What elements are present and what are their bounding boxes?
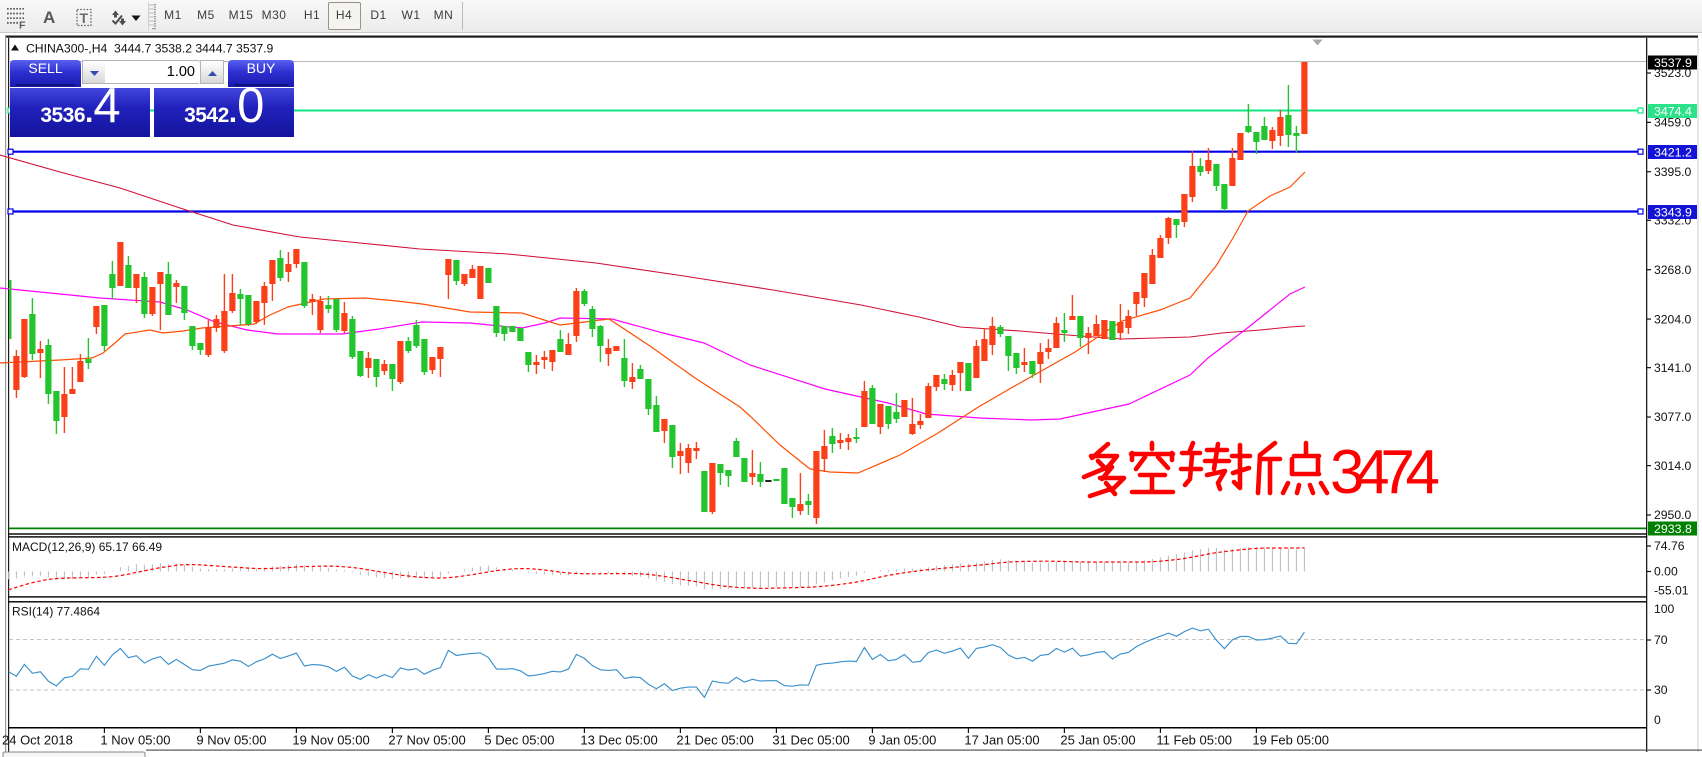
svg-text:3141.0: 3141.0 xyxy=(1654,361,1691,375)
svg-text:2933.8: 2933.8 xyxy=(1654,522,1692,536)
svg-text:5 Dec 05:00: 5 Dec 05:00 xyxy=(484,733,554,748)
svg-text:A: A xyxy=(43,8,55,27)
svg-text:11 Feb 05:00: 11 Feb 05:00 xyxy=(1156,733,1232,748)
svg-text:3343.9: 3343.9 xyxy=(1654,206,1692,220)
svg-text:-55.01: -55.01 xyxy=(1654,584,1689,598)
svg-text:13 Dec 05:00: 13 Dec 05:00 xyxy=(580,733,657,748)
svg-text:3474.4: 3474.4 xyxy=(1654,105,1692,119)
svg-text:3268.0: 3268.0 xyxy=(1654,263,1691,277)
svg-text:3474: 3474 xyxy=(1330,438,1440,507)
svg-text:74.76: 74.76 xyxy=(1654,539,1685,553)
svg-text:3523.0: 3523.0 xyxy=(1654,66,1691,80)
svg-text:21 Dec 05:00: 21 Dec 05:00 xyxy=(676,733,753,748)
svg-text:F: F xyxy=(19,20,26,32)
svg-text:CHINA300-,H4 3444.7 3538.2 34: CHINA300-,H4 3444.7 3538.2 3444.7 3537.9 xyxy=(26,42,274,56)
svg-text:3204.0: 3204.0 xyxy=(1654,312,1691,326)
svg-text:31 Dec 05:00: 31 Dec 05:00 xyxy=(772,733,849,748)
svg-text:0.00: 0.00 xyxy=(1654,565,1678,579)
svg-text:1 Nov 05:00: 1 Nov 05:00 xyxy=(100,733,170,748)
svg-text:9 Nov 05:00: 9 Nov 05:00 xyxy=(196,733,266,748)
svg-text:3077.0: 3077.0 xyxy=(1654,410,1691,424)
svg-text:3014.0: 3014.0 xyxy=(1654,459,1691,473)
svg-text:0: 0 xyxy=(1654,713,1661,727)
svg-text:T: T xyxy=(80,10,89,26)
svg-text:70: 70 xyxy=(1654,633,1668,647)
svg-text:30: 30 xyxy=(1654,683,1668,697)
svg-text:3459.0: 3459.0 xyxy=(1654,116,1691,130)
svg-text:27 Nov 05:00: 27 Nov 05:00 xyxy=(388,733,465,748)
svg-text:25 Jan 05:00: 25 Jan 05:00 xyxy=(1060,733,1135,748)
svg-text:100: 100 xyxy=(1654,602,1675,616)
svg-text:19 Nov 05:00: 19 Nov 05:00 xyxy=(292,733,369,748)
svg-text:2950.0: 2950.0 xyxy=(1654,508,1691,522)
svg-text:RSI(14) 77.4864: RSI(14) 77.4864 xyxy=(12,605,100,619)
svg-text:3421.2: 3421.2 xyxy=(1654,146,1692,160)
svg-text:19 Feb 05:00: 19 Feb 05:00 xyxy=(1252,733,1329,748)
svg-text:3537.9: 3537.9 xyxy=(1654,56,1692,70)
svg-text:24 Oct 2018: 24 Oct 2018 xyxy=(2,733,73,748)
svg-text:3395.0: 3395.0 xyxy=(1654,165,1691,179)
svg-text:9 Jan 05:00: 9 Jan 05:00 xyxy=(868,733,936,748)
svg-text:17 Jan 05:00: 17 Jan 05:00 xyxy=(964,733,1039,748)
svg-text:MACD(12,26,9) 65.17 66.49: MACD(12,26,9) 65.17 66.49 xyxy=(12,540,162,554)
